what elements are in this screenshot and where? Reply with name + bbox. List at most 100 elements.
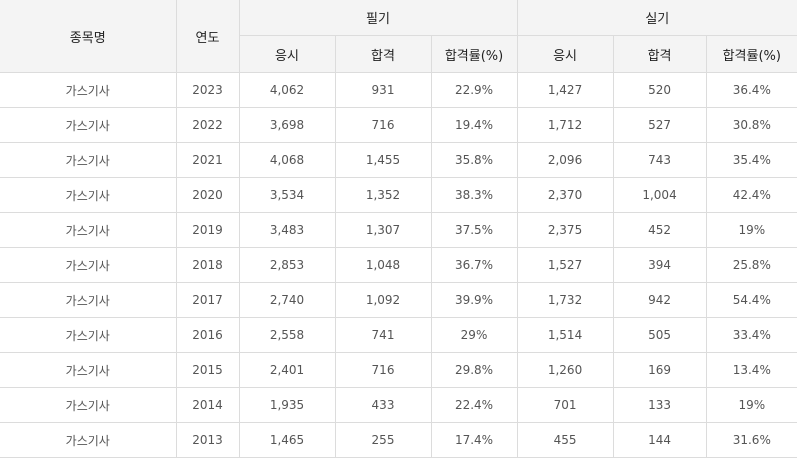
cell-year: 2013	[175, 422, 240, 458]
table-row: 가스기사 2019 3,483 1,307 37.5% 2,375 452 19%	[0, 212, 797, 248]
table-row: 가스기사 2017 2,740 1,092 39.9% 1,732 942 54.4%	[0, 282, 797, 318]
cell-practical-rate: 31.6%	[705, 422, 797, 458]
cell-item-name: 가스기사	[0, 247, 177, 283]
cell-written-applicants: 3,698	[238, 107, 336, 143]
cell-practical-rate: 19%	[705, 387, 797, 423]
cell-item-name: 가스기사	[0, 72, 177, 108]
cell-year: 2015	[175, 352, 240, 388]
cell-written-rate: 35.8%	[430, 142, 518, 178]
cell-practical-passed: 452	[612, 212, 707, 248]
cell-item-name: 가스기사	[0, 422, 177, 458]
table-row: 가스기사 2013 1,465 255 17.4% 455 144 31.6%	[0, 422, 797, 458]
cell-written-passed: 1,092	[334, 282, 432, 318]
cell-written-applicants: 2,853	[238, 247, 336, 283]
cell-written-rate: 37.5%	[430, 212, 518, 248]
cell-written-applicants: 1,465	[238, 422, 336, 458]
cell-year: 2020	[175, 177, 240, 213]
cell-practical-applicants: 1,260	[516, 352, 614, 388]
table-body: 가스기사 2023 4,062 931 22.9% 1,427 520 36.4% 가스기사 20…	[0, 72, 797, 458]
cell-written-applicants: 4,068	[238, 142, 336, 178]
cell-written-applicants: 1,935	[238, 387, 336, 423]
cell-written-passed: 255	[334, 422, 432, 458]
cell-written-rate: 39.9%	[430, 282, 518, 318]
cell-year: 2018	[175, 247, 240, 283]
cell-written-rate: 29.8%	[430, 352, 518, 388]
cell-practical-rate: 42.4%	[705, 177, 797, 213]
cell-practical-passed: 942	[612, 282, 707, 318]
cell-practical-passed: 133	[612, 387, 707, 423]
cell-written-passed: 716	[334, 107, 432, 143]
cell-practical-rate: 33.4%	[705, 317, 797, 353]
header-practical: 실기	[516, 0, 797, 36]
cell-written-rate: 36.7%	[430, 247, 518, 283]
cell-written-passed: 1,307	[334, 212, 432, 248]
cell-written-applicants: 3,483	[238, 212, 336, 248]
cell-practical-passed: 505	[612, 317, 707, 353]
cell-item-name: 가스기사	[0, 212, 177, 248]
cell-practical-passed: 169	[612, 352, 707, 388]
cell-practical-rate: 13.4%	[705, 352, 797, 388]
cell-practical-passed: 394	[612, 247, 707, 283]
cell-item-name: 가스기사	[0, 352, 177, 388]
cell-practical-applicants: 1,712	[516, 107, 614, 143]
cell-practical-applicants: 1,514	[516, 317, 614, 353]
cell-written-applicants: 2,401	[238, 352, 336, 388]
cell-practical-applicants: 2,370	[516, 177, 614, 213]
cell-practical-applicants: 2,375	[516, 212, 614, 248]
cell-written-applicants: 3,534	[238, 177, 336, 213]
cell-practical-passed: 527	[612, 107, 707, 143]
cell-practical-rate: 30.8%	[705, 107, 797, 143]
table-row: 가스기사 2020 3,534 1,352 38.3% 2,370 1,004 42.4%	[0, 177, 797, 213]
cell-written-applicants: 2,740	[238, 282, 336, 318]
header-written: 필기	[238, 0, 518, 36]
header-year: 연도	[175, 0, 240, 73]
cell-written-passed: 433	[334, 387, 432, 423]
cell-practical-rate: 19%	[705, 212, 797, 248]
cell-year: 2014	[175, 387, 240, 423]
cell-written-passed: 741	[334, 317, 432, 353]
header-written-passed: 합격	[334, 35, 432, 73]
cell-written-passed: 1,048	[334, 247, 432, 283]
cell-item-name: 가스기사	[0, 282, 177, 318]
table-row: 가스기사 2015 2,401 716 29.8% 1,260 169 13.4%	[0, 352, 797, 388]
header-practical-passed: 합격	[612, 35, 707, 73]
header-practical-applicants: 응시	[516, 35, 614, 73]
cell-practical-applicants: 1,427	[516, 72, 614, 108]
cell-practical-applicants: 701	[516, 387, 614, 423]
cell-item-name: 가스기사	[0, 107, 177, 143]
cell-year: 2023	[175, 72, 240, 108]
header-written-applicants: 응시	[239, 35, 336, 73]
cell-year: 2019	[175, 212, 240, 248]
cell-written-passed: 931	[334, 72, 432, 108]
table-row: 가스기사 2022 3,698 716 19.4% 1,712 527 30.8%	[0, 107, 797, 143]
cell-practical-passed: 743	[612, 142, 707, 178]
cell-written-rate: 19.4%	[430, 107, 518, 143]
cell-year: 2017	[175, 282, 240, 318]
cell-year: 2016	[175, 317, 240, 353]
table-row: 가스기사 2023 4,062 931 22.9% 1,427 520 36.4%	[0, 72, 797, 108]
cell-written-rate: 22.9%	[430, 72, 518, 108]
cell-practical-applicants: 1,527	[516, 247, 614, 283]
cell-practical-rate: 36.4%	[705, 72, 797, 108]
table-header: 종목명 연도 필기 실기 응시 합격 합격률(%) 응시 합격 합격률(%)	[0, 0, 797, 73]
cell-written-rate: 17.4%	[430, 422, 518, 458]
cell-written-rate: 29%	[430, 317, 518, 353]
cell-practical-passed: 520	[612, 72, 707, 108]
cell-practical-applicants: 1,732	[516, 282, 614, 318]
cell-practical-rate: 25.8%	[705, 247, 797, 283]
cell-written-passed: 1,455	[334, 142, 432, 178]
cell-written-rate: 22.4%	[430, 387, 518, 423]
cell-item-name: 가스기사	[0, 177, 177, 213]
header-written-rate: 합격률(%)	[430, 35, 518, 73]
cell-item-name: 가스기사	[0, 317, 177, 353]
header-practical-rate: 합격률(%)	[705, 35, 797, 73]
cell-practical-applicants: 455	[516, 422, 614, 458]
cell-item-name: 가스기사	[0, 142, 177, 178]
cell-item-name: 가스기사	[0, 387, 177, 423]
cell-written-rate: 38.3%	[430, 177, 518, 213]
cell-written-passed: 716	[334, 352, 432, 388]
cell-practical-rate: 54.4%	[705, 282, 797, 318]
cell-written-applicants: 4,062	[238, 72, 336, 108]
cell-written-passed: 1,352	[334, 177, 432, 213]
